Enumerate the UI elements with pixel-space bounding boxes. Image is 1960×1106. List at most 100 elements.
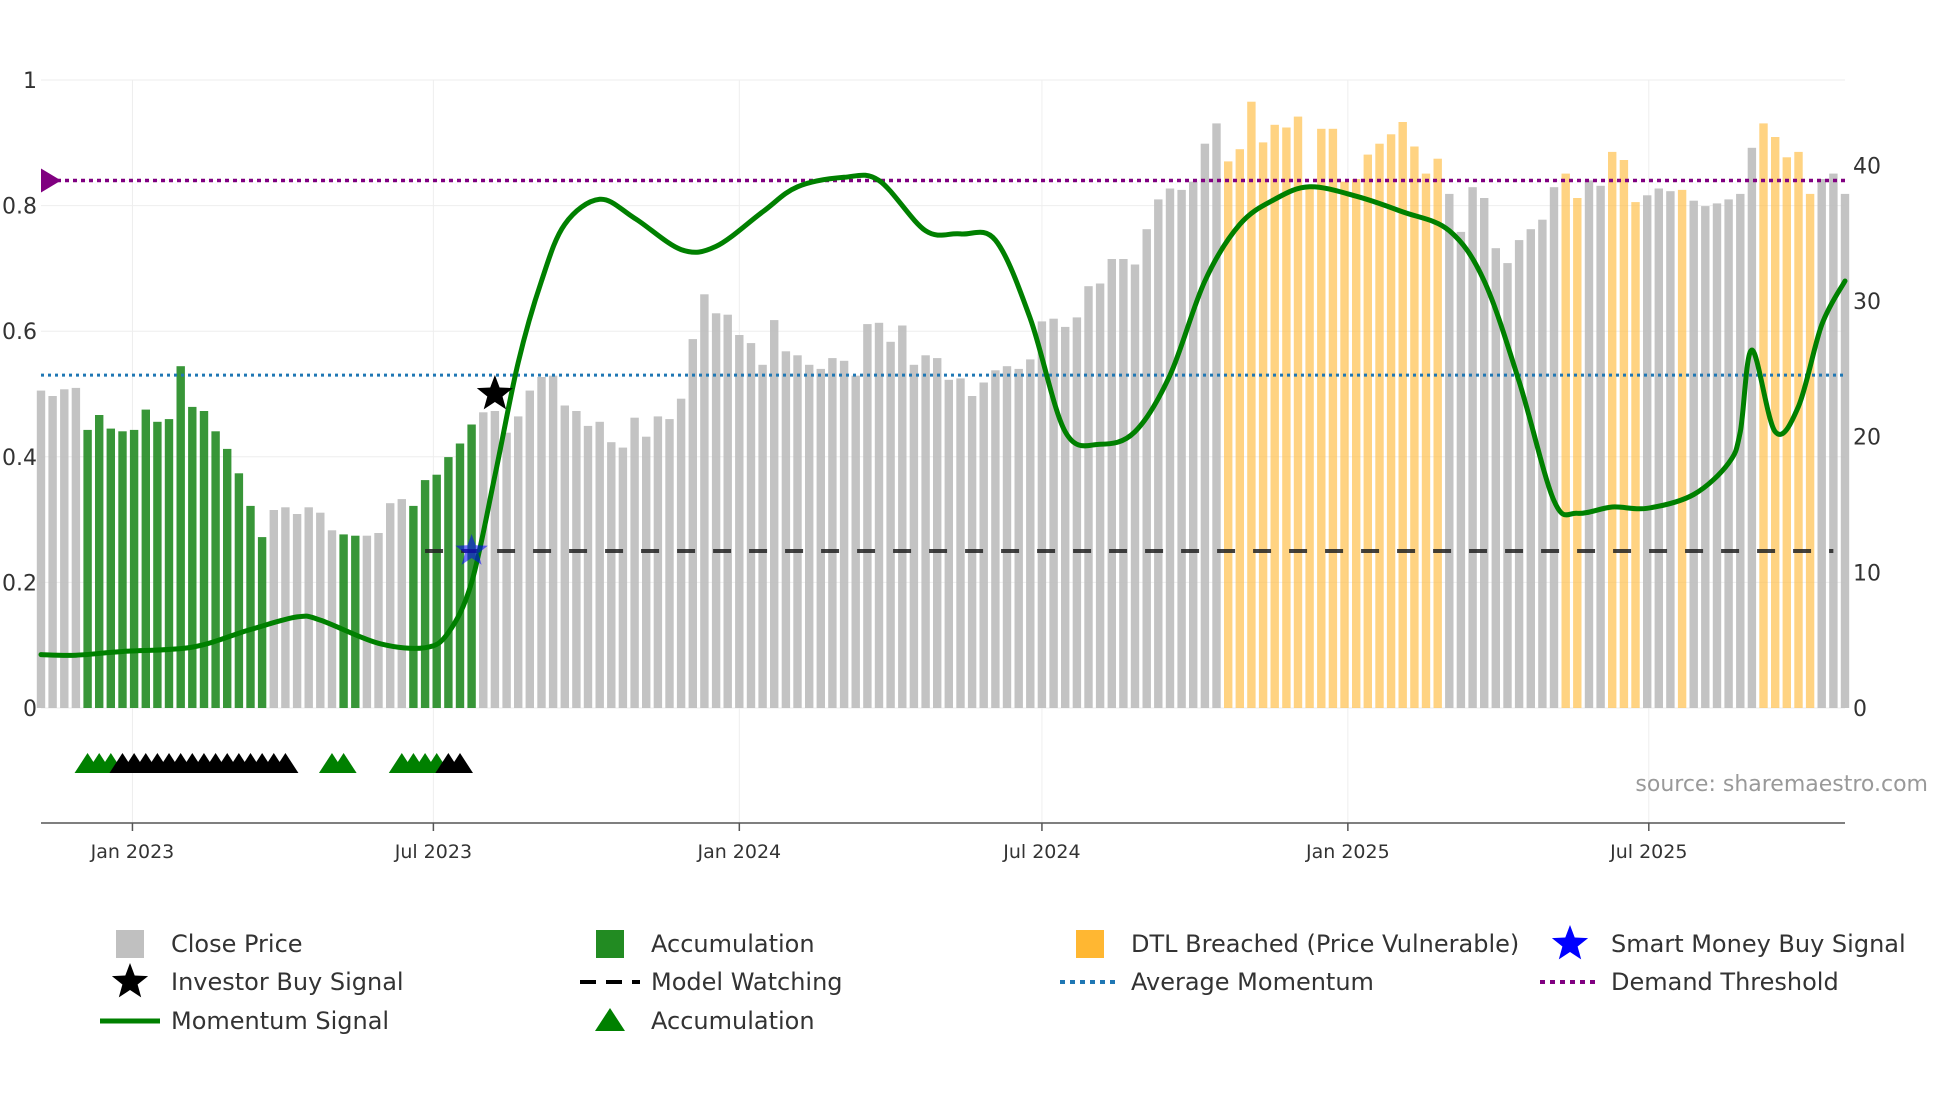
price-bar (642, 436, 651, 708)
price-bar (1724, 199, 1733, 708)
price-bar (1561, 173, 1570, 709)
price-bar (223, 448, 232, 708)
price-bar (630, 417, 639, 708)
price-bar (898, 325, 907, 708)
price-bar (1305, 187, 1314, 708)
price-bar (665, 419, 674, 708)
price-bar (595, 421, 604, 708)
price-bar (583, 425, 593, 708)
price-bar (676, 398, 686, 708)
left-tick-label: 0.2 (2, 571, 37, 596)
price-bar (153, 421, 162, 708)
price-bar (397, 499, 406, 708)
legend-triangle-icon (595, 1008, 625, 1031)
price-bar (269, 510, 278, 708)
legend-item: DTL Breached (Price Vulnerable) (1076, 930, 1519, 958)
price-bar (490, 411, 500, 708)
price-bar (618, 447, 628, 708)
price-bar (1398, 122, 1407, 708)
price-bar (1701, 206, 1710, 708)
investor-buy-star (476, 375, 513, 410)
momentum-signal (38, 172, 1848, 658)
left-tick-label: 1 (23, 69, 37, 94)
price-bar (1549, 187, 1559, 708)
legend-item: Smart Money Buy Signal (1551, 925, 1906, 960)
x-tick-label: Jan 2023 (90, 841, 175, 863)
legend-item: Average Momentum (1060, 968, 1374, 996)
price-bar (1363, 154, 1372, 709)
price-bar (257, 537, 267, 708)
price-bar (1119, 259, 1128, 708)
price-bar (1456, 231, 1466, 708)
price-bar (700, 294, 709, 708)
price-bar (711, 313, 721, 708)
momentum-line (38, 172, 1848, 658)
price-bar (956, 378, 965, 708)
price-bar (1270, 124, 1279, 709)
price-bar (1084, 286, 1093, 708)
price-bar (339, 534, 348, 708)
price-bar (1596, 185, 1605, 709)
price-bar (525, 390, 534, 708)
legend-item: Model Watching (580, 968, 843, 996)
price-bar (1200, 143, 1210, 708)
price-bar (432, 474, 441, 708)
price-bar (793, 355, 802, 708)
price-bar (327, 530, 337, 708)
price-bar (991, 370, 1000, 708)
price-bar (979, 382, 988, 708)
price-bar (1212, 123, 1221, 708)
legend-item: Investor Buy Signal (111, 963, 404, 998)
left-tick-label: 0 (23, 697, 37, 722)
price-bar (537, 377, 546, 708)
price-bar (1526, 229, 1535, 708)
left-tick-label: 0.8 (2, 195, 37, 220)
price-bar (36, 390, 46, 708)
price-bar (758, 364, 767, 708)
right-tick-label: 0 (1853, 697, 1867, 722)
price-bar (479, 412, 488, 708)
x-tick-label: Jan 2024 (696, 841, 781, 863)
price-bar (1258, 142, 1268, 708)
price-bar (1631, 202, 1640, 708)
price-bar (83, 429, 92, 708)
price-bar (1468, 187, 1477, 708)
price-bar (1503, 263, 1512, 708)
price-bar (828, 358, 837, 708)
price-bar (95, 415, 104, 708)
x-tick-label: Jul 2024 (1002, 841, 1080, 863)
price-bar (1654, 188, 1663, 708)
price-bar (1584, 180, 1594, 708)
price-bar (1445, 193, 1454, 708)
price-bar (129, 429, 139, 708)
price-bar (1328, 128, 1338, 709)
price-bar (1293, 116, 1303, 709)
price-bar (1829, 173, 1838, 709)
price-bar (886, 341, 895, 708)
legend-star-icon (1551, 925, 1589, 960)
price-bar (1224, 161, 1233, 708)
price-bar (688, 339, 697, 708)
price-bar (1410, 146, 1419, 708)
price-bar (1840, 193, 1850, 708)
price-bar (1433, 158, 1442, 708)
price-bar (1771, 137, 1780, 708)
left-tick-label: 0.4 (2, 446, 37, 471)
legend-label: DTL Breached (Price Vulnerable) (1131, 930, 1519, 958)
axes: Jan 2023 Jul 2023 Jan 2024 Jul 2024 Jan 2025… (2, 69, 1881, 863)
price-bar (1037, 321, 1047, 708)
price-bar (816, 368, 825, 708)
price-bar (1142, 229, 1151, 708)
price-bar (944, 379, 953, 708)
price-bar (71, 387, 81, 708)
price-bar (607, 442, 616, 708)
price-bar (1165, 188, 1175, 708)
reference-lines (41, 168, 1845, 553)
price-bar (60, 389, 69, 708)
x-tick-label: Jul 2023 (394, 841, 472, 863)
smart-money-buy-star (455, 534, 488, 565)
source-label: source: sharemaestro.com (1635, 772, 1928, 797)
left-tick-label: 0.6 (2, 320, 37, 345)
price-bar (1666, 191, 1675, 708)
